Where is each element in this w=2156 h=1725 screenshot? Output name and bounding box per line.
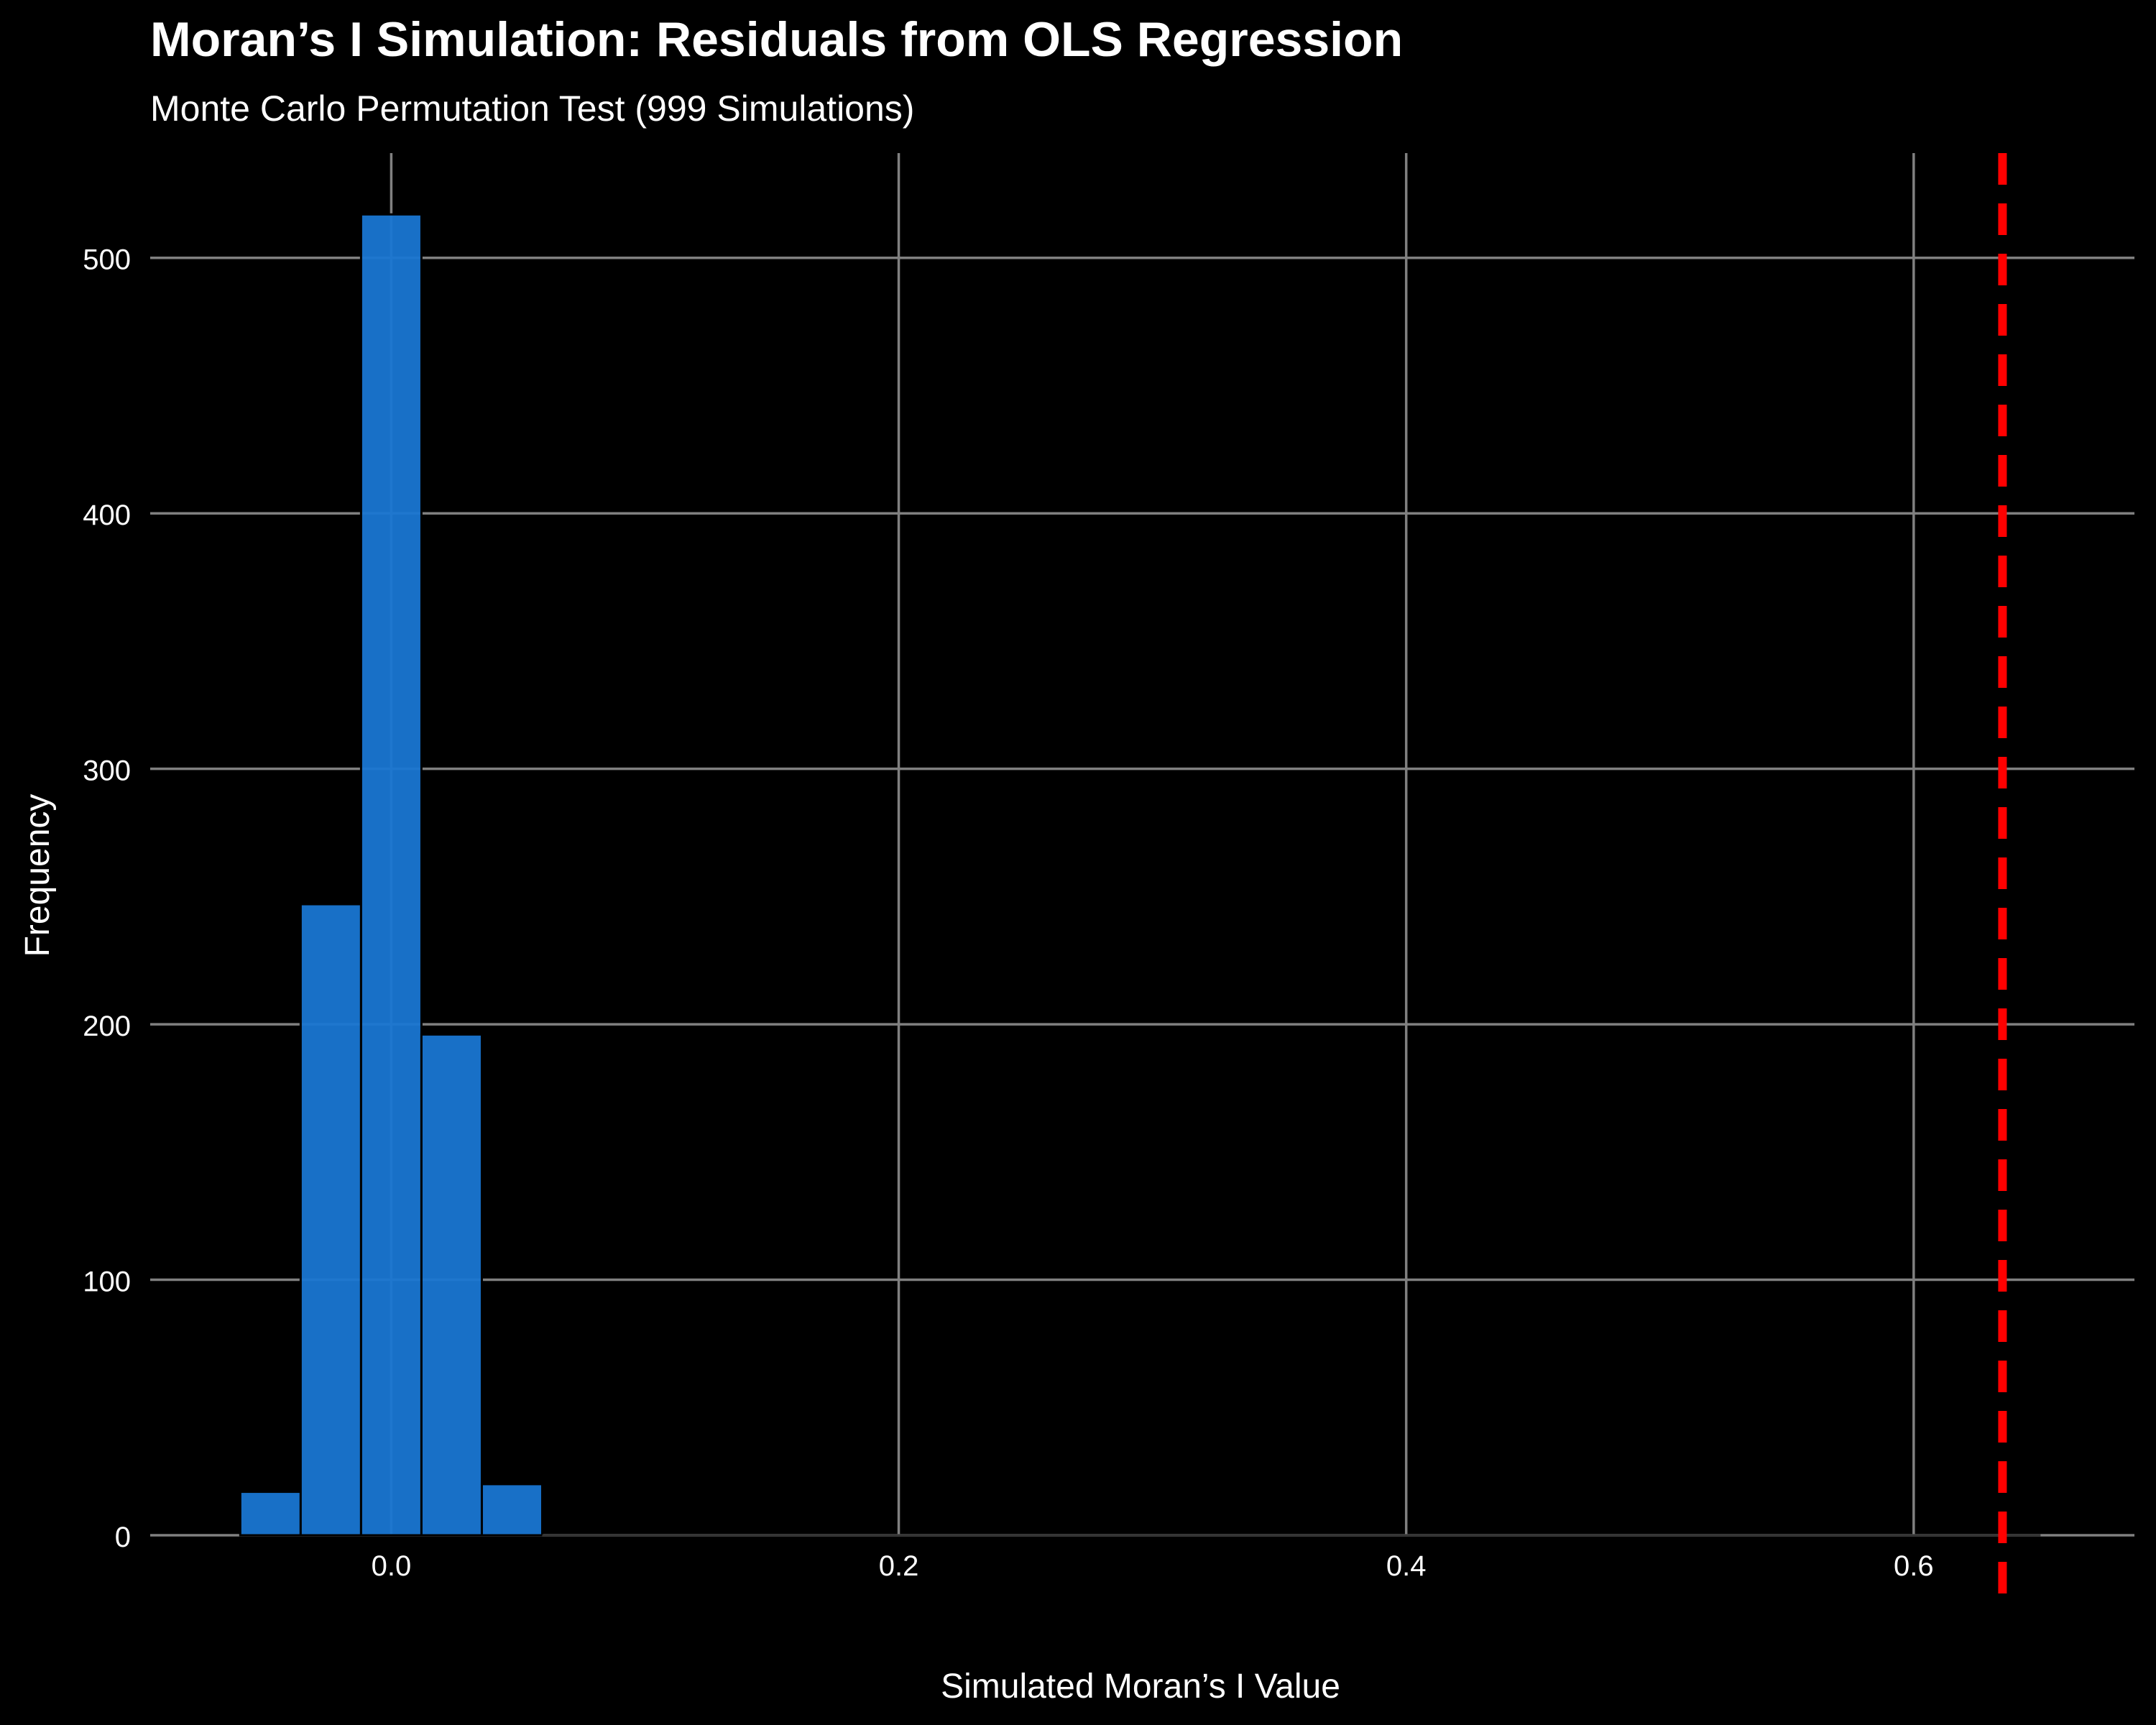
histogram-bar [420,1033,483,1537]
histogram-bar [480,1483,543,1537]
x-tick-label: 0.2 [879,1550,919,1582]
histogram-bar [359,213,423,1537]
histogram-bar [299,903,362,1537]
x-axis-label: Simulated Moran’s I Value [941,1668,1340,1706]
histogram-bars [239,213,2041,1537]
x-tick-label: 0.6 [1894,1550,1934,1582]
y-axis-label: Frequency [19,794,57,957]
chart-subtitle: Monte Carlo Permutation Test (999 Simula… [150,88,914,129]
y-tick-label: 0 [115,1522,131,1553]
y-tick-label: 100 [83,1266,131,1298]
y-tick-label: 500 [83,244,131,276]
axis-ticks: 0 100 200 300 400 500 0.0 0.2 0.4 0.6 [83,244,1933,1582]
histogram-bar [239,1491,302,1537]
x-tick-label: 0.4 [1386,1550,1427,1582]
x-tick-label: 0.0 [372,1550,412,1582]
chart-title: Moran’s I Simulation: Residuals from OLS… [150,12,1403,67]
y-tick-label: 400 [83,500,131,531]
y-tick-label: 200 [83,1011,131,1042]
y-tick-label: 300 [83,755,131,787]
